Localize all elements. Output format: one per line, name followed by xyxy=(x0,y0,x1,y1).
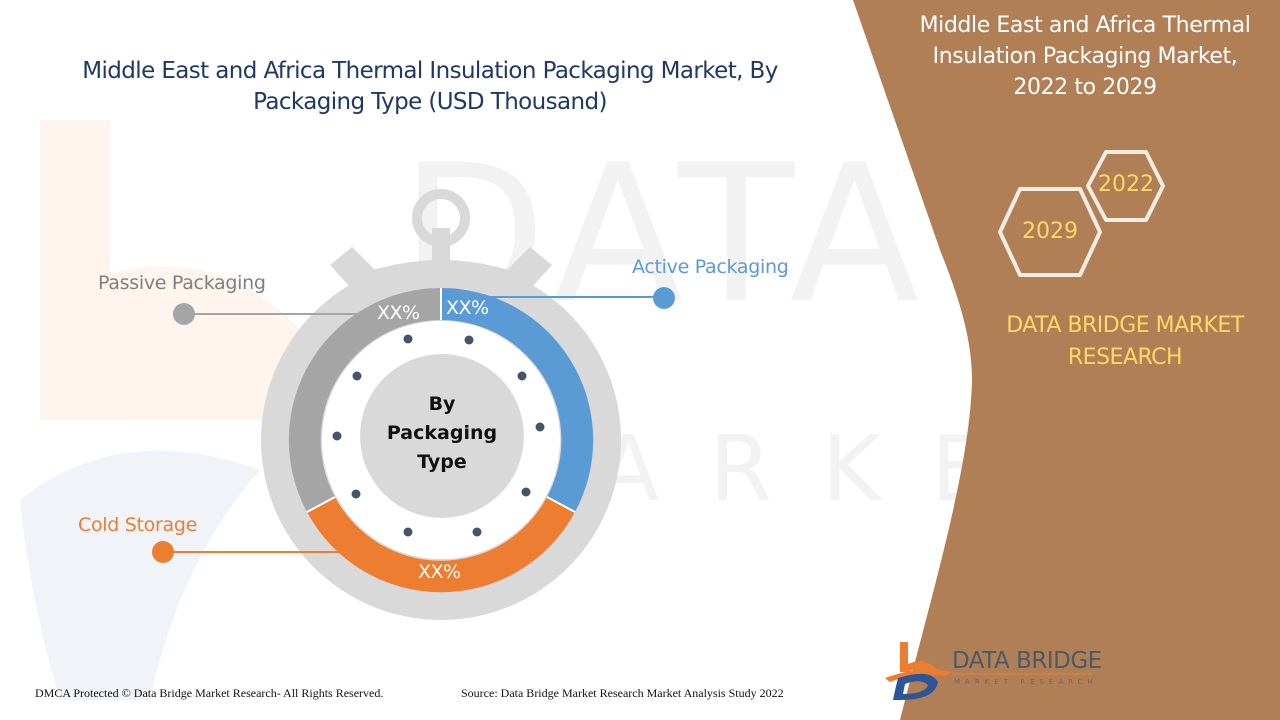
logo-tagline: MARKET RESEARCH xyxy=(954,678,1098,686)
report-title: Middle East and Africa Thermal Insulatio… xyxy=(890,10,1280,103)
hexagon-2029-icon xyxy=(998,187,1102,277)
hexagon-2022-icon xyxy=(1086,150,1165,222)
footer-source: Source: Data Bridge Market Research Mark… xyxy=(461,686,784,700)
legend-dot-passive-icon xyxy=(173,303,195,325)
segment-cold-storage[interactable] xyxy=(307,497,575,593)
footer-copyright: DMCA Protected © Data Bridge Market Rese… xyxy=(35,686,384,700)
value-active-packaging: XX% xyxy=(446,297,489,319)
chart-title-line2: Packaging Type (USD Thousand) xyxy=(253,89,607,115)
logo-name: DATA BRIDGE xyxy=(952,648,1102,674)
chart-title: Middle East and Africa Thermal Insulatio… xyxy=(60,56,800,118)
segment-active-packaging[interactable] xyxy=(441,287,594,512)
chart-center xyxy=(360,354,524,518)
legend-label-passive-packaging: Passive Packaging xyxy=(98,272,266,294)
dial-dots xyxy=(332,334,545,537)
legend-dot-cold-storage-icon xyxy=(152,541,174,563)
chart-title-line1: Middle East and Africa Thermal Insulatio… xyxy=(82,58,778,84)
segment-passive-packaging[interactable] xyxy=(288,287,441,512)
brand-text-line1: DATA BRIDGE MARKET xyxy=(1006,313,1244,338)
center-label-line1: By xyxy=(428,393,456,415)
hex-year-2029: 2029 xyxy=(1022,219,1078,244)
center-label-line2: Packaging xyxy=(386,422,498,444)
brand-text-line2: RESEARCH xyxy=(1067,345,1183,370)
hex-year-2022: 2022 xyxy=(1098,172,1154,197)
report-title-line3: 2022 to 2029 xyxy=(1013,75,1157,100)
brand-text: DATA BRIDGE MARKET RESEARCH xyxy=(980,310,1270,374)
value-cold-storage: XX% xyxy=(418,561,461,583)
legend-label-cold-storage: Cold Storage xyxy=(78,514,198,536)
chart-center-label: By Packaging Type xyxy=(380,390,504,477)
center-label-line3: Type xyxy=(417,451,467,473)
value-passive-packaging: XX% xyxy=(377,302,420,324)
legend-label-active-packaging: Active Packaging xyxy=(632,256,789,278)
legend-dot-active-icon xyxy=(653,287,675,309)
report-title-line1: Middle East and Africa Thermal xyxy=(919,13,1251,38)
report-title-line2: Insulation Packaging Market, xyxy=(932,44,1238,69)
